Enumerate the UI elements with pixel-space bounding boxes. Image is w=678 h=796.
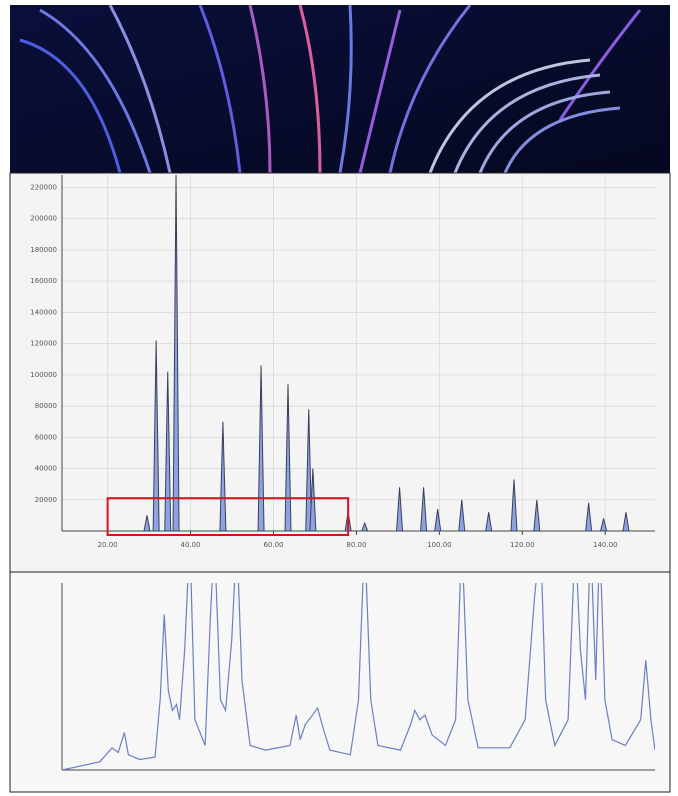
x-tick-label: 20.00	[98, 541, 118, 549]
y-tick-label: 220000	[30, 183, 57, 191]
peak	[585, 502, 593, 531]
zoom-region	[106, 497, 350, 537]
panel	[9, 571, 671, 793]
peak	[309, 468, 317, 531]
y-tick-label: 40000	[35, 465, 57, 473]
y-tick-label: 120000	[30, 340, 57, 348]
peak	[600, 518, 608, 531]
peak	[172, 175, 180, 531]
peak	[152, 340, 160, 531]
peak	[164, 371, 172, 531]
peak	[420, 487, 428, 531]
y-tick-label: 60000	[35, 433, 57, 441]
peak	[510, 479, 518, 531]
panel	[9, 172, 671, 573]
profile-line	[62, 583, 655, 770]
y-tick-label: 180000	[30, 246, 57, 254]
x-tick-label: 140.00	[593, 541, 618, 549]
peak	[143, 515, 151, 531]
peak	[219, 421, 227, 531]
y-tick-label: 100000	[30, 371, 57, 379]
peak	[396, 487, 404, 531]
peak	[284, 384, 292, 531]
y-tick-label: 140000	[30, 308, 57, 316]
plot-area	[143, 175, 630, 531]
photo	[10, 5, 670, 173]
chart: 20000 40000 60000 80000 100000 120000 140000 16…	[30, 175, 655, 549]
y-tick-label: 80000	[35, 402, 57, 410]
peak	[458, 499, 466, 531]
x-tick-label: 80.00	[346, 541, 366, 549]
plot-area	[62, 583, 655, 770]
y-tick-label: 160000	[30, 277, 57, 285]
chart	[61, 583, 655, 771]
peak	[257, 365, 265, 531]
y-tick-label: 200000	[30, 215, 57, 223]
x-tick-label: 40.00	[181, 541, 201, 549]
x-tick-label: 100.00	[427, 541, 452, 549]
y-tick-label: 20000	[35, 496, 57, 504]
peak	[622, 512, 630, 531]
peak	[305, 409, 313, 531]
x-tick-label: 60.00	[263, 541, 283, 549]
peak	[361, 521, 369, 531]
x-tick-label: 120.00	[510, 541, 535, 549]
peak	[485, 512, 493, 531]
peak	[434, 509, 442, 531]
peak	[533, 499, 541, 531]
